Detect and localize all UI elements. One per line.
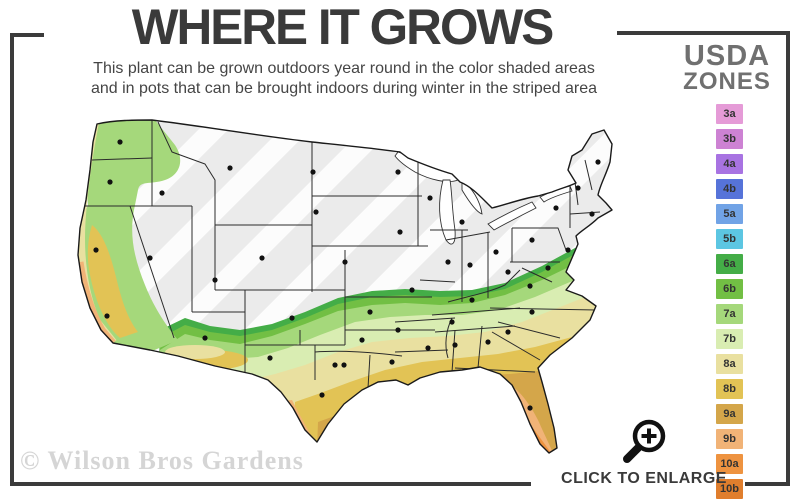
us-outline bbox=[77, 119, 613, 454]
click-to-enlarge-label[interactable]: CLICK TO ENLARGE bbox=[561, 470, 727, 487]
legend-title-zones: ZONES bbox=[683, 68, 771, 95]
zone-swatch-9a: 9a bbox=[716, 404, 743, 424]
subtitle-line-2: and in pots that can be brought indoors … bbox=[90, 80, 598, 97]
frame-top-right-border bbox=[617, 31, 790, 35]
zone-swatch-4b: 4b bbox=[716, 179, 743, 199]
frame-bottom-right-bracket bbox=[745, 482, 790, 486]
zone-swatch-9b: 9b bbox=[716, 429, 743, 449]
zone-swatch-4a: 4a bbox=[716, 154, 743, 174]
legend-title-usda: USDA bbox=[683, 40, 771, 72]
zone-swatch-5b: 5b bbox=[716, 229, 743, 249]
magnifier-plus-icon[interactable] bbox=[618, 414, 670, 468]
zone-swatch-6a: 6a bbox=[716, 254, 743, 274]
zone-color-legend: 3a 3b 4a 4b 5a 5b 6a 6b 7a 7b 8a 8b 9a 9b 10a 10b bbox=[716, 104, 743, 499]
zone-swatch-8b: 8b bbox=[716, 379, 743, 399]
frame-left-border bbox=[10, 33, 14, 486]
frame-top-left-bracket bbox=[10, 33, 44, 37]
subtitle: This plant can be grown outdoors year ro… bbox=[30, 59, 658, 99]
zone-swatch-10a: 10a bbox=[716, 454, 743, 474]
watermark: © Wilson Bros Gardens bbox=[20, 446, 304, 475]
city-dots bbox=[93, 139, 601, 411]
zone-swatch-5a: 5a bbox=[716, 204, 743, 224]
zone-swatch-10b: 10b bbox=[716, 479, 743, 499]
subtitle-line-1: This plant can be grown outdoors year ro… bbox=[93, 60, 595, 77]
zone-swatch-8a: 8a bbox=[716, 354, 743, 374]
usda-zones-legend-title: USDA ZONES bbox=[664, 42, 790, 94]
frame-bottom-border bbox=[10, 482, 531, 486]
frame-right-border bbox=[786, 31, 790, 486]
map-fill-layers bbox=[78, 120, 612, 453]
zone-swatch-7a: 7a bbox=[716, 304, 743, 324]
zone-swatch-3b: 3b bbox=[716, 129, 743, 149]
zone-swatch-7b: 7b bbox=[716, 329, 743, 349]
page-title: WHERE IT GROWS bbox=[131, 0, 554, 55]
zone-swatch-3a: 3a bbox=[716, 104, 743, 124]
zone-swatch-6b: 6b bbox=[716, 279, 743, 299]
